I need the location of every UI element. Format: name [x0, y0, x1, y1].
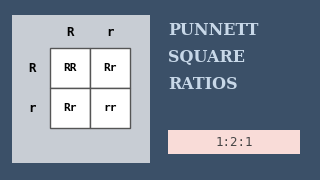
Text: RATIOS: RATIOS — [168, 76, 238, 93]
Bar — [50, 88, 90, 128]
Text: RR: RR — [63, 63, 77, 73]
Text: R: R — [28, 62, 36, 75]
Text: R: R — [66, 26, 74, 39]
Text: PUNNETT: PUNNETT — [168, 22, 258, 39]
Text: 1:2:1: 1:2:1 — [215, 136, 253, 148]
Bar — [168, 130, 300, 154]
Text: Rr: Rr — [103, 63, 117, 73]
Bar — [90, 88, 130, 128]
Text: Rr: Rr — [63, 103, 77, 113]
Text: r: r — [106, 26, 114, 39]
Text: r: r — [28, 102, 36, 114]
Bar — [12, 15, 150, 163]
Bar — [90, 48, 130, 88]
Text: SQUARE: SQUARE — [168, 49, 245, 66]
Bar — [50, 48, 90, 88]
Text: rr: rr — [103, 103, 117, 113]
